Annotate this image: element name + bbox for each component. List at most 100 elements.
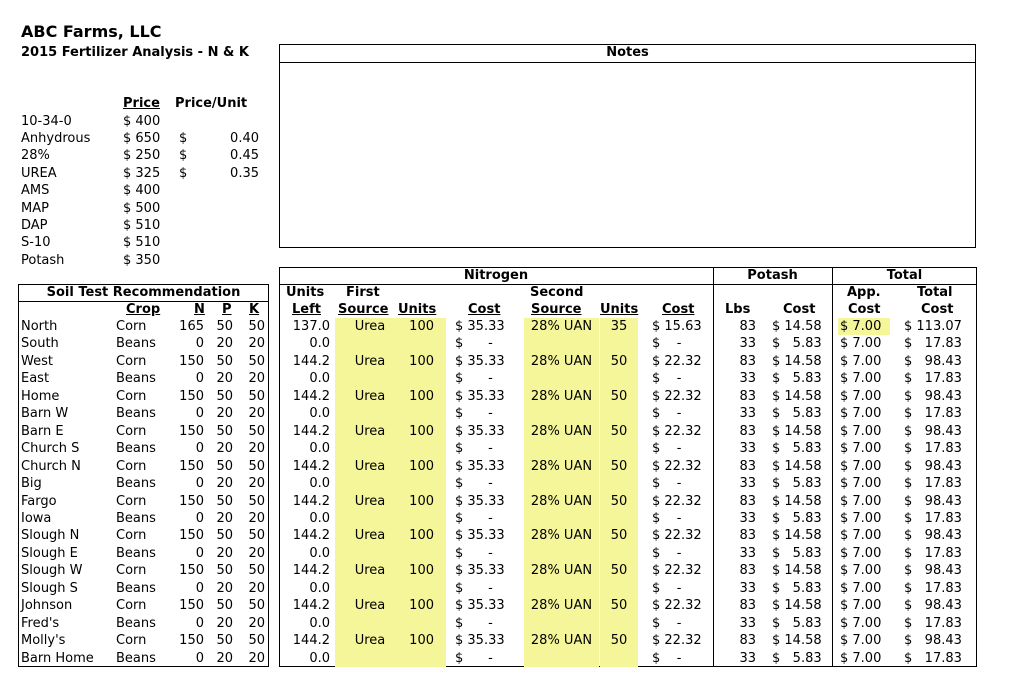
- total-cost: $ 98.43: [904, 633, 962, 649]
- second-cost: $ -: [652, 545, 682, 561]
- first-source: Urea: [354, 423, 386, 439]
- second-source: 28% UAN: [530, 598, 593, 614]
- units-left: 144.2: [292, 353, 330, 369]
- units-left: 0.0: [309, 510, 330, 526]
- n-rec: 165: [179, 319, 204, 334]
- n-rec: 0: [195, 545, 204, 561]
- fertilizer-name: DAP: [21, 217, 48, 233]
- field-name: Fred's: [21, 615, 60, 631]
- total-cost: $ 17.83: [904, 510, 962, 526]
- p-rec: 20: [216, 476, 233, 492]
- header-n: N: [194, 302, 205, 317]
- fertilizer-price-unit: [175, 112, 259, 129]
- total-cost: $ 17.83: [904, 615, 962, 631]
- potash-cost: $ 5.83: [772, 371, 822, 387]
- app-cost: $ 7.00: [840, 545, 882, 561]
- k-rec: 50: [248, 633, 265, 649]
- k-rec: 20: [248, 336, 265, 352]
- n-rec: 150: [179, 493, 204, 509]
- field-name: Church S: [21, 441, 80, 457]
- second-units: 35: [610, 319, 628, 334]
- units-left: 144.2: [292, 388, 330, 404]
- highlight-column: [403, 318, 446, 667]
- first-source: Urea: [354, 563, 386, 579]
- second-source: 28% UAN: [530, 633, 593, 649]
- units-left: 0.0: [309, 580, 330, 596]
- second-source: 28% UAN: [530, 353, 593, 369]
- crop: Corn: [116, 563, 147, 579]
- k-rec: 50: [248, 493, 265, 509]
- first-units: 100: [409, 458, 434, 474]
- app-cost: $ 7.00: [840, 528, 882, 544]
- second-units: 50: [610, 633, 628, 649]
- units-left: 144.2: [292, 528, 330, 544]
- units-left: 144.2: [292, 563, 330, 579]
- crop: Corn: [116, 493, 147, 509]
- second-cost: $ 22.32: [652, 633, 702, 649]
- fertilizer-price: $ 510: [123, 217, 161, 233]
- second-units: 50: [610, 388, 628, 404]
- app-cost: $ 7.00: [840, 353, 882, 369]
- field-name: Slough S: [21, 580, 78, 596]
- crop: Beans: [116, 580, 156, 596]
- fertilizer-price-unit: $0.35: [175, 165, 259, 182]
- total-cost: $ 17.83: [904, 336, 962, 352]
- second-cost: $ 22.32: [652, 388, 702, 404]
- fertilizer-price: $ 650: [123, 130, 161, 146]
- p-rec: 50: [216, 493, 233, 509]
- first-units: 100: [409, 563, 434, 579]
- n-rec: 150: [179, 388, 204, 404]
- notes-box[interactable]: Notes: [279, 44, 976, 248]
- total-cost: $ 98.43: [904, 493, 962, 509]
- crop: Corn: [116, 528, 147, 544]
- second-cost: $ 22.32: [652, 493, 702, 509]
- potash-lbs: 83: [739, 563, 756, 579]
- p-rec: 20: [216, 650, 233, 666]
- app-cost: $ 7.00: [840, 371, 882, 387]
- field-name: Barn E: [21, 423, 64, 439]
- units-left: 137.0: [292, 319, 330, 334]
- first-units: 100: [409, 598, 434, 614]
- fertilizer-price-unit: [175, 217, 259, 234]
- crop: Beans: [116, 615, 156, 631]
- app-cost: $ 7.00: [840, 580, 882, 596]
- first-cost: $ -: [455, 580, 493, 596]
- header-first-source-1: First: [346, 285, 380, 300]
- second-cost: $ -: [652, 371, 682, 387]
- field-name: Home: [21, 388, 60, 404]
- header-units-left-2: Left: [292, 302, 321, 317]
- group-nitrogen: Nitrogen: [463, 268, 529, 283]
- potash-lbs: 33: [739, 650, 756, 666]
- second-source: 28% UAN: [530, 423, 593, 439]
- field-name: South: [21, 336, 59, 352]
- group-potash: Potash: [747, 268, 798, 283]
- header-units-1: Units: [398, 302, 437, 317]
- crop: Corn: [116, 458, 147, 474]
- price-table: Price Price/Unit 10-34-0 $ 400 Anhydrous $ …: [21, 95, 259, 269]
- potash-cost: $ 5.83: [772, 336, 822, 352]
- p-rec: 50: [216, 353, 233, 369]
- fertilizer-price: $ 510: [123, 235, 161, 251]
- n-rec: 150: [179, 528, 204, 544]
- app-cost: $ 7.00: [840, 510, 882, 526]
- n-rec: 0: [195, 580, 204, 596]
- n-rec: 0: [195, 650, 204, 666]
- unit-price-value: 0.35: [230, 165, 259, 181]
- crop: Beans: [116, 545, 156, 561]
- header-units-left-1: Units: [286, 285, 325, 300]
- field-name: Church N: [21, 458, 81, 474]
- total-cost: $ 98.43: [904, 423, 962, 439]
- price-col-header: Price: [123, 96, 160, 112]
- k-rec: 50: [248, 598, 265, 614]
- p-rec: 50: [216, 598, 233, 614]
- fertilizer-name: Potash: [21, 252, 65, 268]
- second-cost: $ 22.32: [652, 423, 702, 439]
- crop: Beans: [116, 441, 156, 457]
- n-rec: 150: [179, 458, 204, 474]
- second-cost: $ -: [652, 336, 682, 352]
- units-left: 0.0: [309, 406, 330, 422]
- potash-lbs: 33: [739, 580, 756, 596]
- units-left: 0.0: [309, 650, 330, 666]
- k-rec: 50: [248, 458, 265, 474]
- fertilizer-price-unit: $0.40: [175, 130, 259, 147]
